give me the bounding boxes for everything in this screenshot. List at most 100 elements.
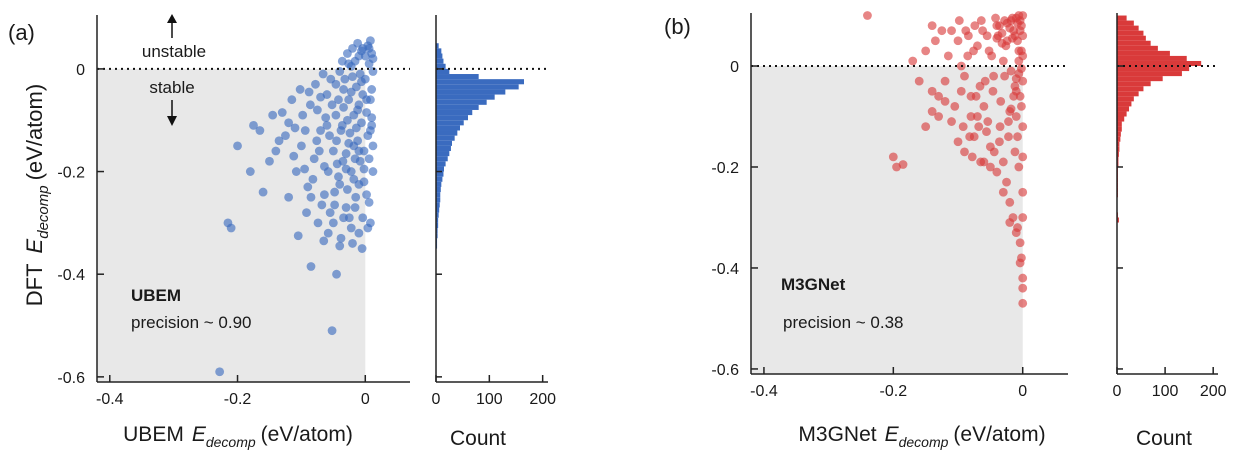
data-point <box>960 147 969 157</box>
x-ticks: 0 100 200 <box>432 375 556 408</box>
histogram-bar <box>1117 40 1151 46</box>
x-tick-label: -0.2 <box>224 391 252 408</box>
data-point <box>306 192 316 202</box>
histogram-bar <box>436 233 438 239</box>
data-point <box>362 95 371 105</box>
data-point <box>334 95 343 105</box>
histogram-bar <box>436 207 440 213</box>
data-point <box>332 269 341 279</box>
data-point <box>1018 122 1028 132</box>
data-point <box>967 152 977 162</box>
data-point <box>364 43 374 53</box>
count-label: Count <box>450 427 506 450</box>
data-point <box>313 218 323 228</box>
histogram-bar <box>436 140 452 146</box>
data-point <box>215 367 225 377</box>
data-point <box>1006 66 1016 76</box>
data-point <box>367 120 377 130</box>
stable-label: stable <box>149 78 194 97</box>
data-point <box>359 164 369 174</box>
data-point <box>966 112 976 121</box>
histogram-bar <box>1117 141 1120 147</box>
data-point <box>316 126 325 135</box>
data-point <box>956 86 966 96</box>
histogram-bar <box>1117 91 1139 97</box>
data-point <box>354 146 364 156</box>
data-point <box>927 86 937 96</box>
x-tick-label: 100 <box>476 391 503 408</box>
data-point <box>332 159 342 169</box>
y-tick-label: -0.2 <box>711 160 739 177</box>
histogram-bar <box>436 212 439 218</box>
data-point <box>245 167 255 176</box>
data-point <box>284 118 294 128</box>
data-point <box>339 85 348 94</box>
y-axis-label: DFTEdecomp(eV/atom) <box>22 84 52 306</box>
data-point <box>289 151 299 161</box>
x-axis-label: M3GNet Edecomp (eV/atom) <box>798 423 1045 450</box>
histogram-bar <box>436 94 495 100</box>
data-point <box>335 179 345 189</box>
data-point <box>325 208 335 218</box>
data-point <box>291 167 301 176</box>
data-point <box>1002 36 1012 46</box>
data-point <box>328 218 338 228</box>
data-point <box>341 203 351 212</box>
data-point <box>302 208 311 218</box>
data-point <box>322 120 332 130</box>
data-point <box>984 46 994 56</box>
histogram-bar <box>436 166 444 172</box>
histogram-bar <box>436 89 506 95</box>
x-tick-label: 0 <box>432 391 441 408</box>
data-point <box>863 11 872 20</box>
data-point <box>312 136 322 146</box>
data-point <box>1010 147 1020 157</box>
data-point <box>335 67 345 76</box>
data-point <box>365 218 375 228</box>
data-point <box>953 36 963 46</box>
x-tick-label: -0.4 <box>96 391 124 408</box>
histogram-bar <box>1117 146 1120 152</box>
histogram-bar <box>436 145 451 152</box>
data-point <box>271 146 281 156</box>
data-point <box>995 137 1004 147</box>
x-axis-label: UBEM Edecomp (eV/atom) <box>123 423 353 450</box>
data-point <box>330 200 340 210</box>
data-point <box>950 102 960 111</box>
data-point <box>963 51 973 61</box>
data-point <box>1005 218 1015 227</box>
histogram-bar <box>1117 55 1187 61</box>
histogram-bar <box>436 99 487 105</box>
y-ticks: 0 -0.2 -0.4 -0.6 <box>711 59 758 379</box>
data-point <box>953 137 963 147</box>
data-point <box>290 123 300 133</box>
data-point <box>345 128 355 138</box>
histogram-bar <box>436 161 446 167</box>
histogram-bar <box>436 186 441 193</box>
data-point <box>960 71 969 81</box>
histogram-bar <box>436 125 460 131</box>
data-point <box>888 152 898 162</box>
precision-label: precision ~ 0.38 <box>783 313 904 332</box>
data-point <box>314 146 324 156</box>
data-point <box>316 92 325 102</box>
data-point <box>362 190 371 200</box>
data-point <box>978 26 988 36</box>
histogram-bar <box>436 115 468 121</box>
data-point <box>364 197 374 207</box>
data-point <box>336 126 346 135</box>
data-point <box>973 112 982 121</box>
data-point <box>1014 162 1024 172</box>
histogram-bar <box>436 63 446 69</box>
data-point <box>337 56 347 66</box>
data-point <box>975 81 985 91</box>
histogram-bar <box>436 43 439 49</box>
data-point <box>336 233 346 243</box>
data-point <box>340 74 350 84</box>
histogram-bar <box>1117 35 1146 41</box>
data-point <box>958 122 968 132</box>
data-point <box>943 51 953 61</box>
data-point <box>368 54 378 64</box>
data-point <box>1011 112 1021 121</box>
data-point <box>914 76 924 86</box>
